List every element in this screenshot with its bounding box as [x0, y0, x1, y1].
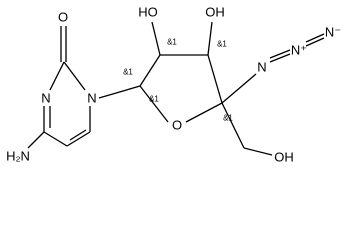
bond [269, 53, 291, 63]
bond [185, 102, 223, 123]
bond [243, 147, 273, 156]
bond [221, 102, 245, 149]
bond [27, 131, 45, 149]
bond [207, 54, 223, 104]
stereo-label: &1 [149, 95, 159, 104]
bonds [27, 21, 325, 156]
atom-label: OH [205, 5, 225, 20]
stereo-label: &1 [123, 68, 133, 77]
bond [43, 131, 68, 147]
bond [207, 21, 213, 56]
bond [69, 129, 87, 141]
atom-label: OH [274, 150, 294, 165]
atom-label: N⁺ [291, 43, 307, 58]
bond [305, 37, 325, 47]
bond [49, 61, 65, 91]
molecule-diagram: O N N H₂N O HO OH N N⁺ N⁻ OH &1 &1 &1 &1… [6, 5, 341, 165]
bond [139, 54, 161, 87]
bond [151, 21, 161, 56]
atom-label: N [87, 91, 96, 106]
bond [63, 61, 86, 91]
stereo-label: &1 [223, 114, 233, 123]
atom-labels: O N N H₂N O HO OH N N⁺ N⁻ OH [6, 5, 341, 165]
stereo-label: &1 [217, 40, 227, 49]
atom-label: N [257, 60, 266, 75]
atom-label: N [41, 91, 50, 106]
atom-label: O [172, 118, 182, 133]
stereo-label: &1 [167, 38, 177, 47]
atom-label: HO [138, 5, 158, 20]
bond [139, 85, 169, 123]
atom-label: H₂N [6, 149, 30, 164]
bond [66, 131, 91, 147]
bond [269, 49, 291, 59]
bond [305, 33, 325, 43]
atom-label: N⁻ [325, 25, 341, 40]
stereo-labels: &1 &1 &1 &1 &1 [123, 38, 233, 123]
bond [98, 85, 141, 99]
bond [221, 73, 257, 104]
atom-label: O [58, 10, 68, 25]
